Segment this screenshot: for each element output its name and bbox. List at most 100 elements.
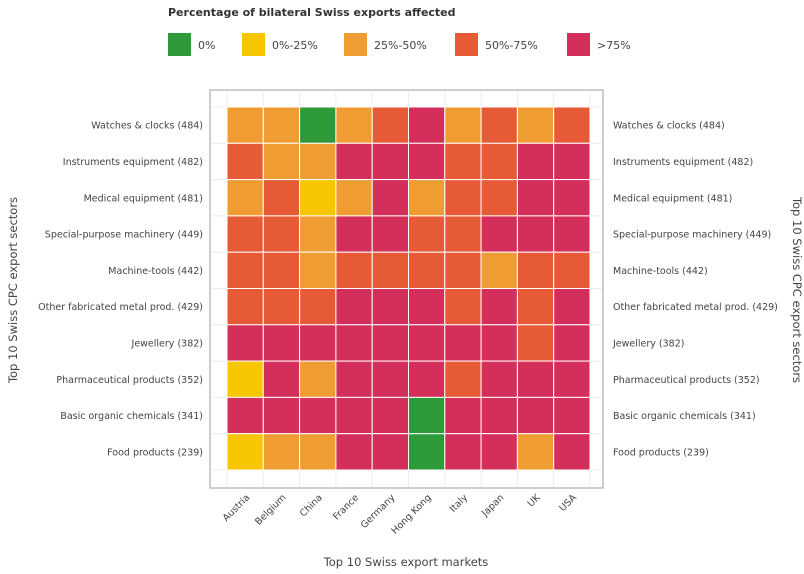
heatmap-cell — [299, 324, 337, 362]
x-tick-label: Austria — [221, 492, 253, 524]
heatmap-cell — [299, 215, 337, 253]
legend-swatch — [168, 33, 191, 56]
heatmap-cell — [262, 215, 301, 253]
heatmap-cell — [408, 360, 446, 398]
heatmap-cell — [516, 106, 555, 144]
heatmap-cell — [553, 251, 591, 289]
x-tick-label: Japan — [479, 492, 506, 519]
heatmap-cell — [553, 142, 591, 181]
heatmap-cell — [408, 106, 446, 144]
heatmap-cell — [371, 251, 410, 289]
y-tick-label-right: Other fabricated metal prod. (429) — [613, 302, 778, 313]
heatmap-cell — [371, 396, 410, 435]
y-tick-label-left: Instruments equipment (482) — [63, 157, 203, 168]
y-tick-label-right: Jewellery (382) — [612, 338, 684, 349]
x-axis-title: Top 10 Swiss export markets — [323, 555, 489, 569]
x-tick-label: France — [331, 492, 361, 522]
y-axis-right-title: Top 10 Swiss CPC export sectors — [790, 196, 804, 383]
heatmap-cell — [262, 288, 301, 326]
heatmap-cell — [299, 396, 337, 435]
heatmap-cell — [262, 324, 301, 362]
heatmap-cell — [444, 142, 482, 181]
heatmap-cell — [226, 396, 264, 435]
heatmap-cell — [262, 360, 301, 398]
heatmap-cell — [262, 251, 301, 289]
heatmap-cell — [371, 288, 410, 326]
heatmap-cell — [516, 179, 555, 217]
heatmap-cell — [480, 324, 518, 362]
legend-title: Percentage of bilateral Swiss exports af… — [168, 6, 456, 19]
heatmap-cell — [444, 106, 482, 144]
x-tick-label: Italy — [448, 492, 471, 515]
y-axis-right-ticks: Watches & clocks (484) Instruments equipm… — [612, 121, 778, 459]
heatmap-cell — [262, 179, 301, 217]
heatmap-cell — [480, 215, 518, 253]
heatmap-cell — [516, 324, 555, 362]
y-tick-label-left: Machine-tools (442) — [108, 266, 203, 277]
heatmap-cell — [371, 179, 410, 217]
heatmap-cell — [226, 360, 264, 398]
heatmap-cell — [226, 433, 264, 471]
heatmap-cell — [480, 288, 518, 326]
heatmap-cell — [553, 288, 591, 326]
y-tick-label-left: Jewellery (382) — [131, 338, 203, 349]
heatmap-cells — [226, 106, 591, 471]
heatmap-cell — [480, 142, 518, 181]
heatmap-cell — [444, 433, 482, 471]
heatmap-cell — [516, 215, 555, 253]
heatmap-cell — [371, 106, 410, 144]
y-tick-label-left: Special-purpose machinery (449) — [45, 230, 203, 241]
heatmap-cell — [516, 396, 555, 435]
heatmap-cell — [553, 179, 591, 217]
heatmap-cell — [226, 142, 264, 181]
y-tick-label-right: Basic organic chemicals (341) — [613, 411, 756, 422]
heatmap-cell — [553, 360, 591, 398]
heatmap-cell — [480, 360, 518, 398]
heatmap-cell — [553, 433, 591, 471]
heatmap-cell — [226, 179, 264, 217]
heatmap-cell — [408, 215, 446, 253]
y-tick-label-right: Special-purpose machinery (449) — [613, 230, 771, 241]
heatmap-cell — [335, 324, 373, 362]
heatmap-cell — [335, 251, 373, 289]
heatmap-cell — [226, 106, 264, 144]
heatmap-cell — [262, 142, 301, 181]
heatmap-cell — [371, 433, 410, 471]
heatmap-cell — [408, 433, 446, 471]
y-tick-label-left: Food products (239) — [107, 447, 203, 458]
y-axis-left-title: Top 10 Swiss CPC export sectors — [6, 197, 20, 384]
heatmap-cell — [262, 433, 301, 471]
heatmap-cell — [408, 396, 446, 435]
x-tick-label: Belgium — [253, 492, 288, 527]
y-tick-label-left: Basic organic chemicals (341) — [60, 411, 203, 422]
heatmap-cell — [299, 251, 337, 289]
heatmap-cell — [444, 360, 482, 398]
heatmap-cell — [335, 288, 373, 326]
heatmap-cell — [335, 106, 373, 144]
heatmap-cell — [226, 324, 264, 362]
heatmap-cell — [226, 215, 264, 253]
heatmap-cell — [480, 106, 518, 144]
heatmap-cell — [408, 288, 446, 326]
y-tick-label-right: Machine-tools (442) — [613, 266, 708, 277]
y-tick-label-right: Medical equipment (481) — [613, 193, 732, 204]
heatmap-cell — [480, 433, 518, 471]
legend-label: 25%-50% — [374, 39, 427, 52]
legend: 0% 0%-25% 25%-50% 50%-75% >75% — [168, 33, 631, 56]
heatmap-cell — [516, 360, 555, 398]
heatmap-cell — [226, 251, 264, 289]
y-axis-left-ticks: Watches & clocks (484) Instruments equipm… — [38, 121, 203, 459]
heatmap-cell — [408, 142, 446, 181]
heatmap-cell — [299, 360, 337, 398]
heatmap-cell — [553, 215, 591, 253]
heatmap-cell — [444, 288, 482, 326]
heatmap-cell — [408, 324, 446, 362]
legend-swatch — [344, 33, 367, 56]
y-tick-label-left: Pharmaceutical products (352) — [56, 375, 203, 386]
heatmap-cell — [335, 433, 373, 471]
heatmap-cell — [299, 179, 337, 217]
y-tick-label-right: Watches & clocks (484) — [613, 121, 725, 132]
heatmap-cell — [408, 179, 446, 217]
heatmap-cell — [516, 288, 555, 326]
